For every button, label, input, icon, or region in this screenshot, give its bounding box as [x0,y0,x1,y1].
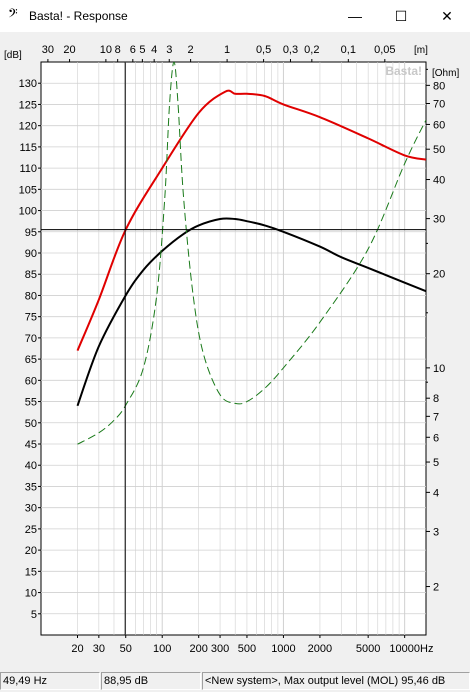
y-right-tick-label: 5 [433,457,439,469]
top-tick-label: 8 [115,44,121,56]
y-tick-label: 105 [19,184,37,196]
response-curve [76,217,426,407]
status-message: <New system>, Max output level (MOL) 95,… [202,672,470,690]
maximize-icon: ☐ [394,7,408,24]
y-right-tick-label: 20 [433,269,445,281]
close-button[interactable]: ✕ [424,0,470,32]
x-tick-label: 50 [120,643,132,655]
top-tick-label: 6 [130,44,136,56]
y-tick-label: 15 [25,566,37,578]
y-tick-label: 75 [25,312,37,324]
x-tick-label: 300 [211,643,229,655]
top-tick-label: 5 [139,44,145,56]
y-tick-label: 90 [25,248,37,260]
status-bar: 49,49 Hz 88,95 dB <New system>, Max outp… [0,670,470,692]
top-tick-label: 30 [42,44,54,56]
top-tick-label: 0,05 [374,44,395,56]
y-right-tick-label: 40 [433,175,445,187]
x-tick-label: 5000 [356,643,380,655]
y-tick-label: 5 [31,609,37,621]
maximize-button[interactable]: ☐ [378,0,424,32]
x-tick-label: 500 [238,643,256,655]
y-right-tick-label: 10 [433,363,445,375]
status-frequency: 49,49 Hz [0,672,100,690]
top-tick-label: 0,1 [341,44,356,56]
top-tick-label: 0,2 [304,44,319,56]
y-tick-label: 30 [25,503,37,515]
y-tick-label: 45 [25,439,37,451]
x-tick-label: 1000 [271,643,295,655]
y-tick-label: 60 [25,375,37,387]
plot-background [40,61,427,636]
y-right-tick-label: 70 [433,98,445,110]
x-tick-label: 200 [190,643,208,655]
x-tick-label: 2000 [308,643,332,655]
minimize-button[interactable]: — [332,0,378,32]
y-tick-label: 130 [19,78,37,90]
top-axis-unit-label: [m] [414,45,428,56]
y-tick-label: 50 [25,418,37,430]
y-tick-label: 85 [25,269,37,281]
y-tick-label: 40 [25,460,37,472]
close-icon: ✕ [441,7,453,24]
title-bar: 𝄢 Basta! - Response — ☐ ✕ [0,0,470,32]
y-right-tick-label: 80 [433,80,445,92]
y-tick-label: 110 [19,163,37,175]
y-tick-label: 10 [25,588,37,600]
y-right-tick-label: 7 [433,411,439,423]
x-axis-unit-label: Hz [420,643,433,655]
x-tick-label: 20 [71,643,83,655]
y-tick-label: 20 [25,545,37,557]
y-tick-label: 95 [25,227,37,239]
y-axis-label: [dB] [4,50,22,61]
top-tick-label: 20 [63,44,75,56]
x-tick-label: 10000 [389,643,420,655]
response-chart[interactable]: 5101520253035404550556065707580859095100… [0,32,470,668]
y-right-tick-label: 60 [433,119,445,131]
y-right-axis-label: [Ohm] [432,68,459,79]
top-tick-label: 1 [224,44,230,56]
y-right-tick-label: 8 [433,393,439,405]
y-tick-label: 70 [25,333,37,345]
watermark-text: Basta! [385,64,422,78]
y-tick-label: 100 [19,206,37,218]
y-tick-label: 55 [25,397,37,409]
x-tick-label: 30 [93,643,105,655]
top-tick-label: 10 [100,44,112,56]
top-tick-label: 0,5 [256,44,271,56]
x-tick-label: 100 [153,643,171,655]
top-tick-label: 4 [151,44,157,56]
impedance-curve [77,62,426,445]
y-tick-label: 65 [25,354,37,366]
y-right-tick-label: 6 [433,432,439,444]
y-tick-label: 35 [25,481,37,493]
window-title: Basta! - Response [29,9,128,23]
y-right-tick-label: 4 [433,487,439,499]
status-level: 88,95 dB [101,672,201,690]
y-tick-label: 80 [25,290,37,302]
y-tick-label: 25 [25,524,37,536]
y-right-tick-label: 50 [433,144,445,156]
minimize-icon: — [348,8,362,24]
top-tick-label: 2 [188,44,194,56]
bass-clef-icon[interactable]: 𝄢 [8,6,18,24]
y-right-tick-label: 30 [433,214,445,226]
top-tick-label: 3 [166,44,172,56]
response-chart-area[interactable]: 5 10 15 20 25 30 35 40 45 50 55 60 65 70 75 80 85 90 95 100… [0,32,470,668]
max-spl-curve [76,89,426,351]
y-right-tick-label: 3 [433,526,439,538]
y-tick-label: 115 [19,142,37,154]
y-right-tick-label: 2 [433,582,439,594]
y-tick-label: 120 [19,121,37,133]
top-tick-label: 0,3 [283,44,298,56]
y-tick-label: 125 [19,99,37,111]
